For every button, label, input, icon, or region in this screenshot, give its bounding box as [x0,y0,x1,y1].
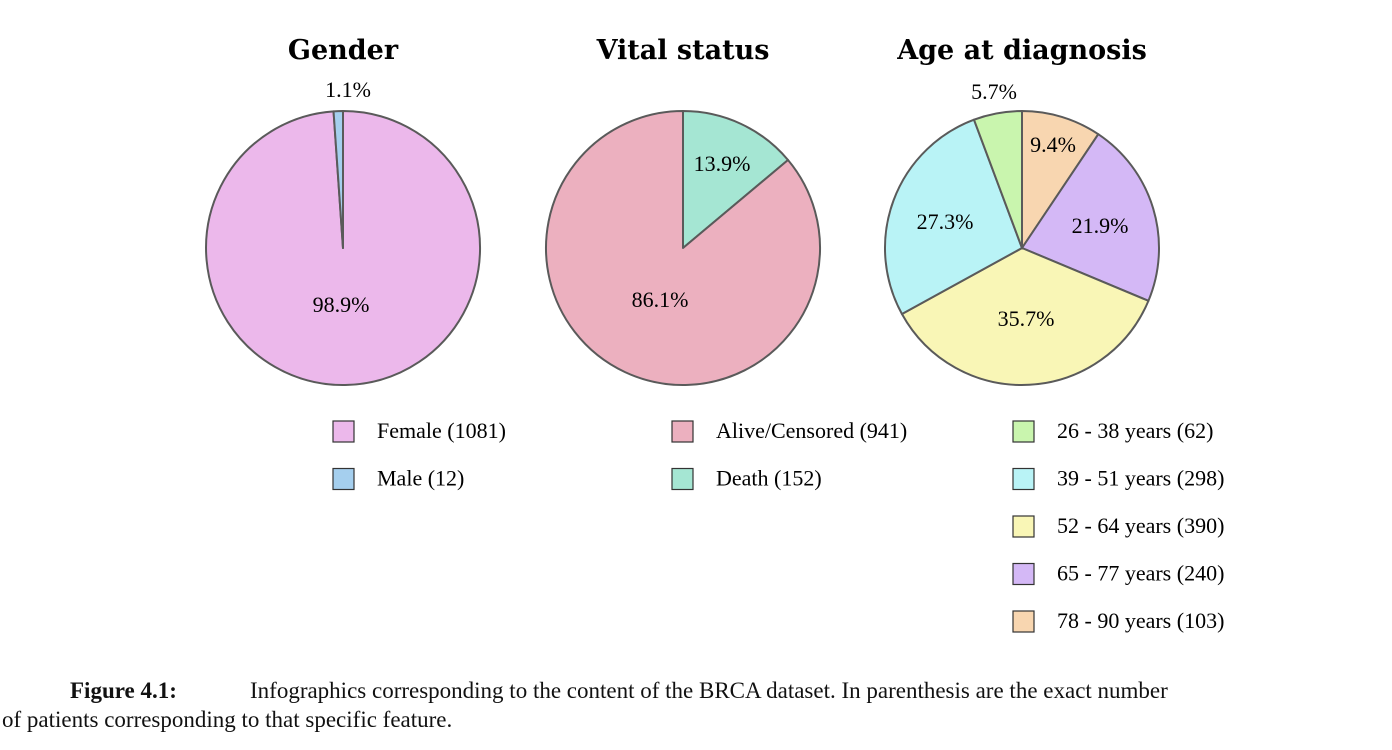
legend-swatch [1012,610,1035,633]
slice-percent-label: 86.1% [632,287,689,312]
legend-swatch [332,467,355,491]
pie-slice-39-51-years-298 [884,118,1023,315]
chart-title: Age at diagnosis [896,35,1147,66]
slice-percent-label: 27.3% [917,209,974,234]
caption-text-line2: of patients corresponding to that specif… [2,707,453,732]
pie-slice-death-152 [682,110,790,249]
slice-percent-label: 35.7% [998,306,1055,331]
slice-percent-label: 13.9% [694,151,751,176]
legend-1: Female (1081) Male (12) [332,418,506,491]
legend-label: Female (1081) [377,418,506,443]
chart-title: Vital status [596,35,770,66]
pie-slice-52-64-years-390 [900,247,1150,386]
pie-slice-26-38-years-62 [972,110,1023,249]
legend-swatch [1012,420,1035,443]
legend-swatch [332,420,355,443]
legend-label: Alive/Censored (941) [716,418,907,443]
chart-title: Gender [288,35,399,66]
legend-label: Death (152) [716,466,822,491]
legend-swatch [1012,562,1035,586]
slice-percent-label: 21.9% [1072,213,1129,238]
caption-label: Figure 4.1: [70,678,177,703]
legend-3: 26 - 38 years (62) 39 - 51 years (298) 52 … [1012,418,1224,633]
pie-chart-age-at-diagnosis: Age at diagnosis 9.4% 21.9% 35.7% 27.3% 5.7% [884,35,1160,386]
pie-chart-vital-status: Vital status 13.9% 86.1% [545,35,821,386]
caption-text-line1: Infographics corresponding to the conten… [250,678,1168,703]
legend-label: 39 - 51 years (298) [1057,466,1224,491]
pie-slice-65-77-years-240 [1021,133,1160,302]
pie-chart-gender: Gender 98.9% 1.1% [205,35,482,386]
legend-2: Alive/Censored (941) Death (152) [671,418,907,491]
figure-caption: Figure 4.1: Infographics corresponding to… [2,676,1356,734]
legend-label: 52 - 64 years (390) [1057,513,1224,538]
legend-label: 78 - 90 years (103) [1057,608,1224,633]
slice-percent-label: 1.1% [325,77,371,102]
legend-swatch [671,467,694,491]
pie-slice-alive-censored-941 [545,110,821,386]
legend-swatch [671,420,694,443]
legend-label: Male (12) [377,466,464,491]
legend-label: 26 - 38 years (62) [1057,418,1213,443]
pie-charts-figure: Gender 98.9% 1.1% Vital status 13.9% 86.1% Age… [205,35,1224,633]
legend-label: 65 - 77 years (240) [1057,561,1224,586]
legend-swatch [1012,515,1035,538]
pie-slice-78-90-years-103 [1021,110,1100,249]
slice-percent-label: 9.4% [1030,132,1076,157]
legend-swatch [1012,467,1035,491]
slice-percent-label: 98.9% [313,292,370,317]
pie-slice-male-12 [332,110,344,249]
slice-percent-label: 5.7% [971,79,1017,104]
